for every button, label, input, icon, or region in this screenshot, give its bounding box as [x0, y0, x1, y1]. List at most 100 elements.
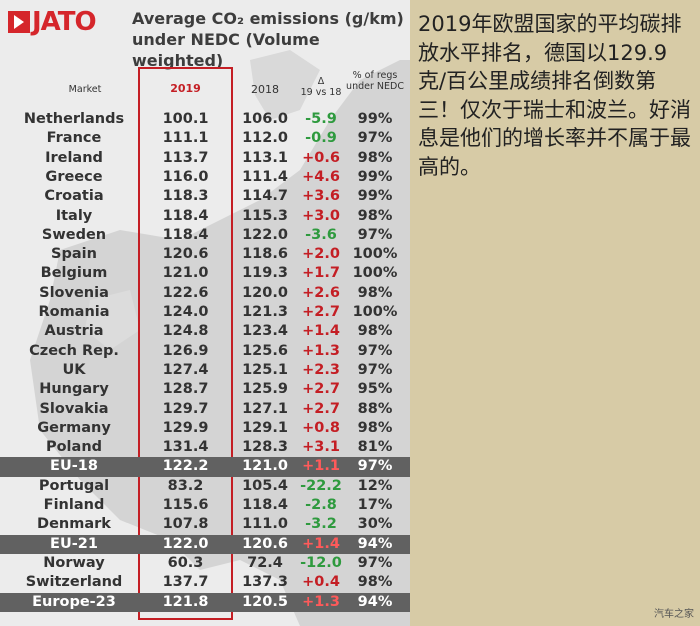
header-delta-symbol: Δ — [317, 76, 325, 87]
market-cell: UK — [62, 361, 86, 378]
watermark: 汽车之家 — [654, 609, 694, 620]
value-2018-cell: 120.5 — [242, 593, 288, 610]
table-row: Slovenia 122.6 120.0 +2.6 98% — [0, 284, 410, 303]
value-2018-cell: 137.3 — [242, 574, 288, 591]
pct-nedc-cell: 99% — [357, 111, 393, 127]
table-row: Norway 60.3 72.4 -12.0 97% — [0, 554, 410, 573]
delta-cell: +2.7 — [302, 400, 340, 417]
table-row: Netherlands 100.1 106.0 -5.9 99% — [0, 110, 410, 129]
table-row: Hungary 128.7 125.9 +2.7 95% — [0, 380, 410, 399]
table-total-row: EU-18 122.2 121.0 +1.1 97% — [0, 457, 410, 477]
delta-cell: +1.3 — [302, 342, 340, 359]
value-2019-cell: 60.3 — [167, 554, 204, 571]
value-2019-cell: 113.7 — [162, 149, 209, 166]
pct-nedc-cell: 17% — [357, 497, 393, 513]
market-cell: Portugal — [38, 477, 110, 494]
chart-title: Average CO₂ emissions (g/km) under NEDC … — [132, 9, 404, 70]
delta-cell: +0.6 — [302, 149, 340, 166]
delta-cell: +3.6 — [302, 188, 340, 205]
delta-cell: +3.1 — [302, 439, 340, 456]
market-cell: Poland — [45, 439, 103, 456]
delta-cell: +1.3 — [302, 593, 340, 610]
table-row: Poland 131.4 128.3 +3.1 81% — [0, 438, 410, 457]
value-2019-cell: 124.0 — [162, 304, 209, 320]
chinese-caption: 2019年欧盟国家的平均碳排放水平排名，德国以129.9克/百公里成绩排名倒数第… — [418, 12, 691, 179]
market-cell: Finland — [43, 497, 105, 513]
value-2019-cell: 126.9 — [162, 342, 209, 359]
pct-nedc-cell: 100% — [352, 246, 398, 263]
value-2019-cell: 122.6 — [162, 284, 209, 301]
pct-nedc-cell: 81% — [357, 439, 393, 456]
value-2018-cell: 123.4 — [242, 323, 288, 340]
value-2019-cell: 115.6 — [162, 497, 209, 513]
delta-cell: -22.2 — [300, 477, 342, 494]
pct-nedc-cell: 98% — [357, 207, 393, 224]
header-market: Market — [68, 84, 102, 95]
value-2019-cell: 129.7 — [162, 400, 209, 417]
value-2019-cell: 118.4 — [162, 226, 209, 243]
value-2018-cell: 120.6 — [242, 535, 288, 552]
value-2018-cell: 121.3 — [242, 304, 288, 320]
value-2019-cell: 127.4 — [162, 361, 209, 378]
pct-nedc-cell: 12% — [357, 477, 393, 494]
pct-nedc-cell: 98% — [357, 574, 393, 591]
market-cell: EU-18 — [50, 458, 98, 475]
pct-nedc-cell: 98% — [357, 149, 393, 166]
value-2019-cell: 121.0 — [162, 265, 209, 282]
pct-nedc-cell: 97% — [357, 226, 393, 243]
value-2019-cell: 118.4 — [162, 207, 209, 224]
market-cell: Croatia — [44, 188, 104, 205]
delta-cell: +4.6 — [302, 168, 340, 185]
pct-nedc-cell: 98% — [357, 323, 393, 340]
delta-cell: +1.4 — [302, 535, 340, 552]
market-cell: Czech Rep. — [29, 342, 119, 359]
table-row: Denmark 107.8 111.0 -3.2 30% — [0, 515, 410, 534]
value-2019-cell: 121.8 — [162, 593, 209, 610]
value-2018-cell: 106.0 — [242, 111, 288, 127]
value-2019-cell: 137.7 — [162, 574, 209, 591]
value-2019-cell: 131.4 — [162, 439, 209, 456]
pct-nedc-cell: 97% — [357, 554, 393, 571]
value-2018-cell: 125.9 — [242, 381, 288, 398]
delta-cell: +1.4 — [302, 323, 340, 340]
delta-cell: +2.7 — [302, 304, 340, 320]
value-2018-cell: 125.6 — [242, 342, 288, 359]
pct-nedc-cell: 94% — [357, 535, 393, 552]
table-row: France 111.1 112.0 -0.9 97% — [0, 129, 410, 148]
market-cell: Italy — [55, 207, 93, 224]
pct-nedc-cell: 97% — [357, 130, 393, 147]
table-row: Croatia 118.3 114.7 +3.6 99% — [0, 187, 410, 206]
market-cell: Denmark — [37, 516, 111, 533]
market-cell: Netherlands — [23, 111, 125, 127]
table-row: Finland 115.6 118.4 -2.8 17% — [0, 496, 410, 515]
market-cell: Greece — [45, 168, 103, 185]
value-2018-cell: 118.4 — [242, 497, 288, 513]
value-2019-cell: 122.2 — [162, 458, 209, 475]
value-2019-cell: 107.8 — [162, 516, 209, 533]
value-2018-cell: 105.4 — [242, 477, 288, 494]
table-row: Ireland 113.7 113.1 +0.6 98% — [0, 149, 410, 168]
value-2018-cell: 120.0 — [242, 284, 288, 301]
market-cell: Switzerland — [25, 574, 123, 591]
value-2018-cell: 121.0 — [242, 458, 288, 475]
value-2019-cell: 128.7 — [162, 381, 209, 398]
header-pct-nedc: % of regs under NEDC — [346, 70, 404, 92]
value-2018-cell: 113.1 — [242, 149, 288, 166]
value-2019-cell: 83.2 — [167, 477, 204, 494]
market-cell: Slovenia — [39, 284, 109, 301]
table-row: Greece 116.0 111.4 +4.6 99% — [0, 168, 410, 187]
value-2018-cell: 125.1 — [242, 361, 288, 378]
table-row: Italy 118.4 115.3 +3.0 98% — [0, 207, 410, 226]
table-row: Austria 124.8 123.4 +1.4 98% — [0, 322, 410, 341]
table-row: Portugal 83.2 105.4 -22.2 12% — [0, 477, 410, 496]
highlight-2019-column — [138, 67, 233, 620]
table-total-row: EU-21 122.0 120.6 +1.4 94% — [0, 534, 410, 554]
value-2018-cell: 112.0 — [242, 130, 288, 147]
jato-wordmark: JATO — [32, 7, 97, 37]
delta-cell: -12.0 — [300, 554, 342, 571]
pct-nedc-cell: 88% — [357, 400, 393, 417]
table-row: Germany 129.9 129.1 +0.8 98% — [0, 419, 410, 438]
delta-cell: +1.7 — [302, 265, 340, 282]
value-2018-cell: 129.1 — [242, 419, 288, 436]
value-2018-cell: 111.4 — [242, 168, 288, 185]
